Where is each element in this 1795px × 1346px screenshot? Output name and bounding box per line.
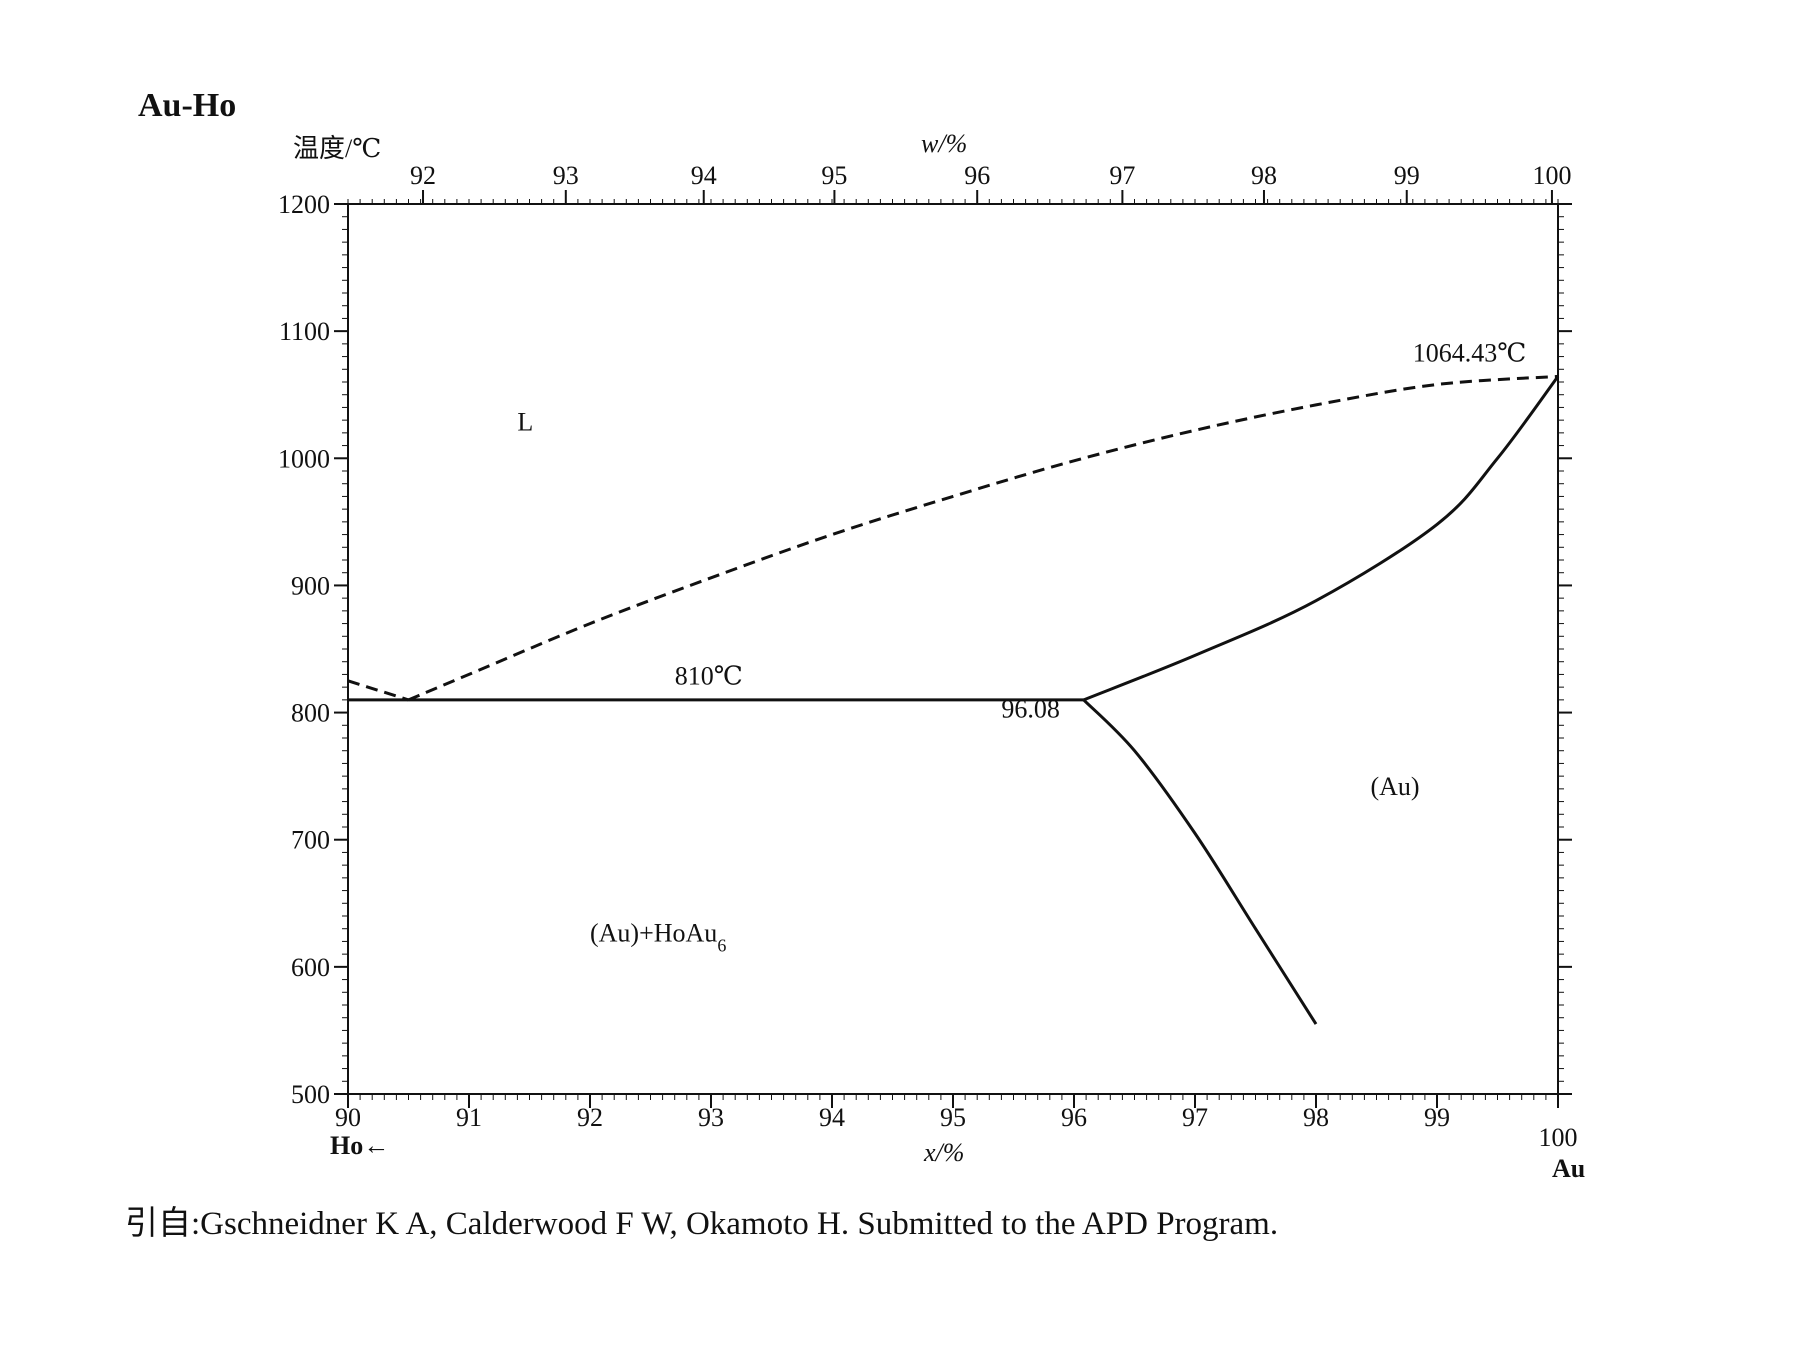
solid-phase-boundary bbox=[1083, 375, 1560, 702]
x-tick-label: 95 bbox=[940, 1103, 966, 1132]
y-tick-label: 1000 bbox=[278, 444, 330, 473]
y-tick-label: 900 bbox=[291, 571, 330, 600]
x-tick-label: 97 bbox=[1182, 1103, 1208, 1132]
source-citation: 引自:Gschneidner K A, Calderwood F W, Okam… bbox=[125, 1206, 1279, 1242]
y-tick-label: 1100 bbox=[279, 317, 330, 346]
x-tick-label: 99 bbox=[1424, 1103, 1450, 1132]
dashed-phase-boundary bbox=[347, 679, 409, 702]
y-tick-label: 600 bbox=[291, 953, 330, 982]
y-tick-label: 1200 bbox=[278, 190, 330, 219]
top-tick-label: 99 bbox=[1394, 161, 1420, 190]
x-tick-label: 92 bbox=[577, 1103, 603, 1132]
x-tick-label: 91 bbox=[456, 1103, 482, 1132]
dashed-phase-boundary bbox=[407, 374, 1559, 702]
annotation-twophase: (Au)+HoAu6 bbox=[590, 918, 726, 955]
top-tick-label: 92 bbox=[410, 161, 436, 190]
top-tick-label: 94 bbox=[691, 161, 717, 190]
x-tick-label: 93 bbox=[698, 1103, 724, 1132]
x-axis-title: x/% bbox=[923, 1138, 964, 1167]
plot-frame bbox=[347, 203, 1559, 1095]
annotation-t810: 810℃ bbox=[675, 662, 743, 691]
solid-phase-boundary bbox=[1082, 698, 1318, 1025]
top-tick-label: 97 bbox=[1109, 161, 1135, 190]
curves-layer bbox=[347, 374, 1560, 1025]
top-tick-label: 95 bbox=[821, 161, 847, 190]
y-tick-label: 800 bbox=[291, 699, 330, 728]
left-end-label: Ho← bbox=[330, 1131, 389, 1160]
x-tick-label: 90 bbox=[335, 1103, 361, 1132]
annotation-mp: 1064.43℃ bbox=[1413, 339, 1527, 368]
annotation-au: (Au) bbox=[1370, 772, 1419, 801]
top-tick-label: 96 bbox=[964, 161, 990, 190]
x-tick-label: 96 bbox=[1061, 1103, 1087, 1132]
x-tick-label: 94 bbox=[819, 1103, 845, 1132]
x-tick-label: 98 bbox=[1303, 1103, 1329, 1132]
chart-title: Au-Ho bbox=[138, 87, 236, 124]
top-tick-label: 93 bbox=[553, 161, 579, 190]
top-axis-title: w/% bbox=[921, 129, 967, 158]
annotation-e9608: 96.08 bbox=[1001, 695, 1060, 724]
right-end-label: Au bbox=[1552, 1154, 1585, 1183]
y-axis-title: 温度/℃ bbox=[293, 134, 381, 163]
x-tick-label: 100 bbox=[1539, 1123, 1578, 1152]
labels-layer: 90 91 92 93 94 95 96 97 98 99 100 500 600 700 800 900 10… bbox=[278, 161, 1578, 1152]
ticks-layer bbox=[334, 190, 1572, 1108]
annotation-L: L bbox=[517, 407, 533, 436]
y-tick-label: 500 bbox=[291, 1080, 330, 1109]
top-tick-label: 100 bbox=[1532, 161, 1571, 190]
y-tick-label: 700 bbox=[291, 826, 330, 855]
top-tick-label: 98 bbox=[1251, 161, 1277, 190]
